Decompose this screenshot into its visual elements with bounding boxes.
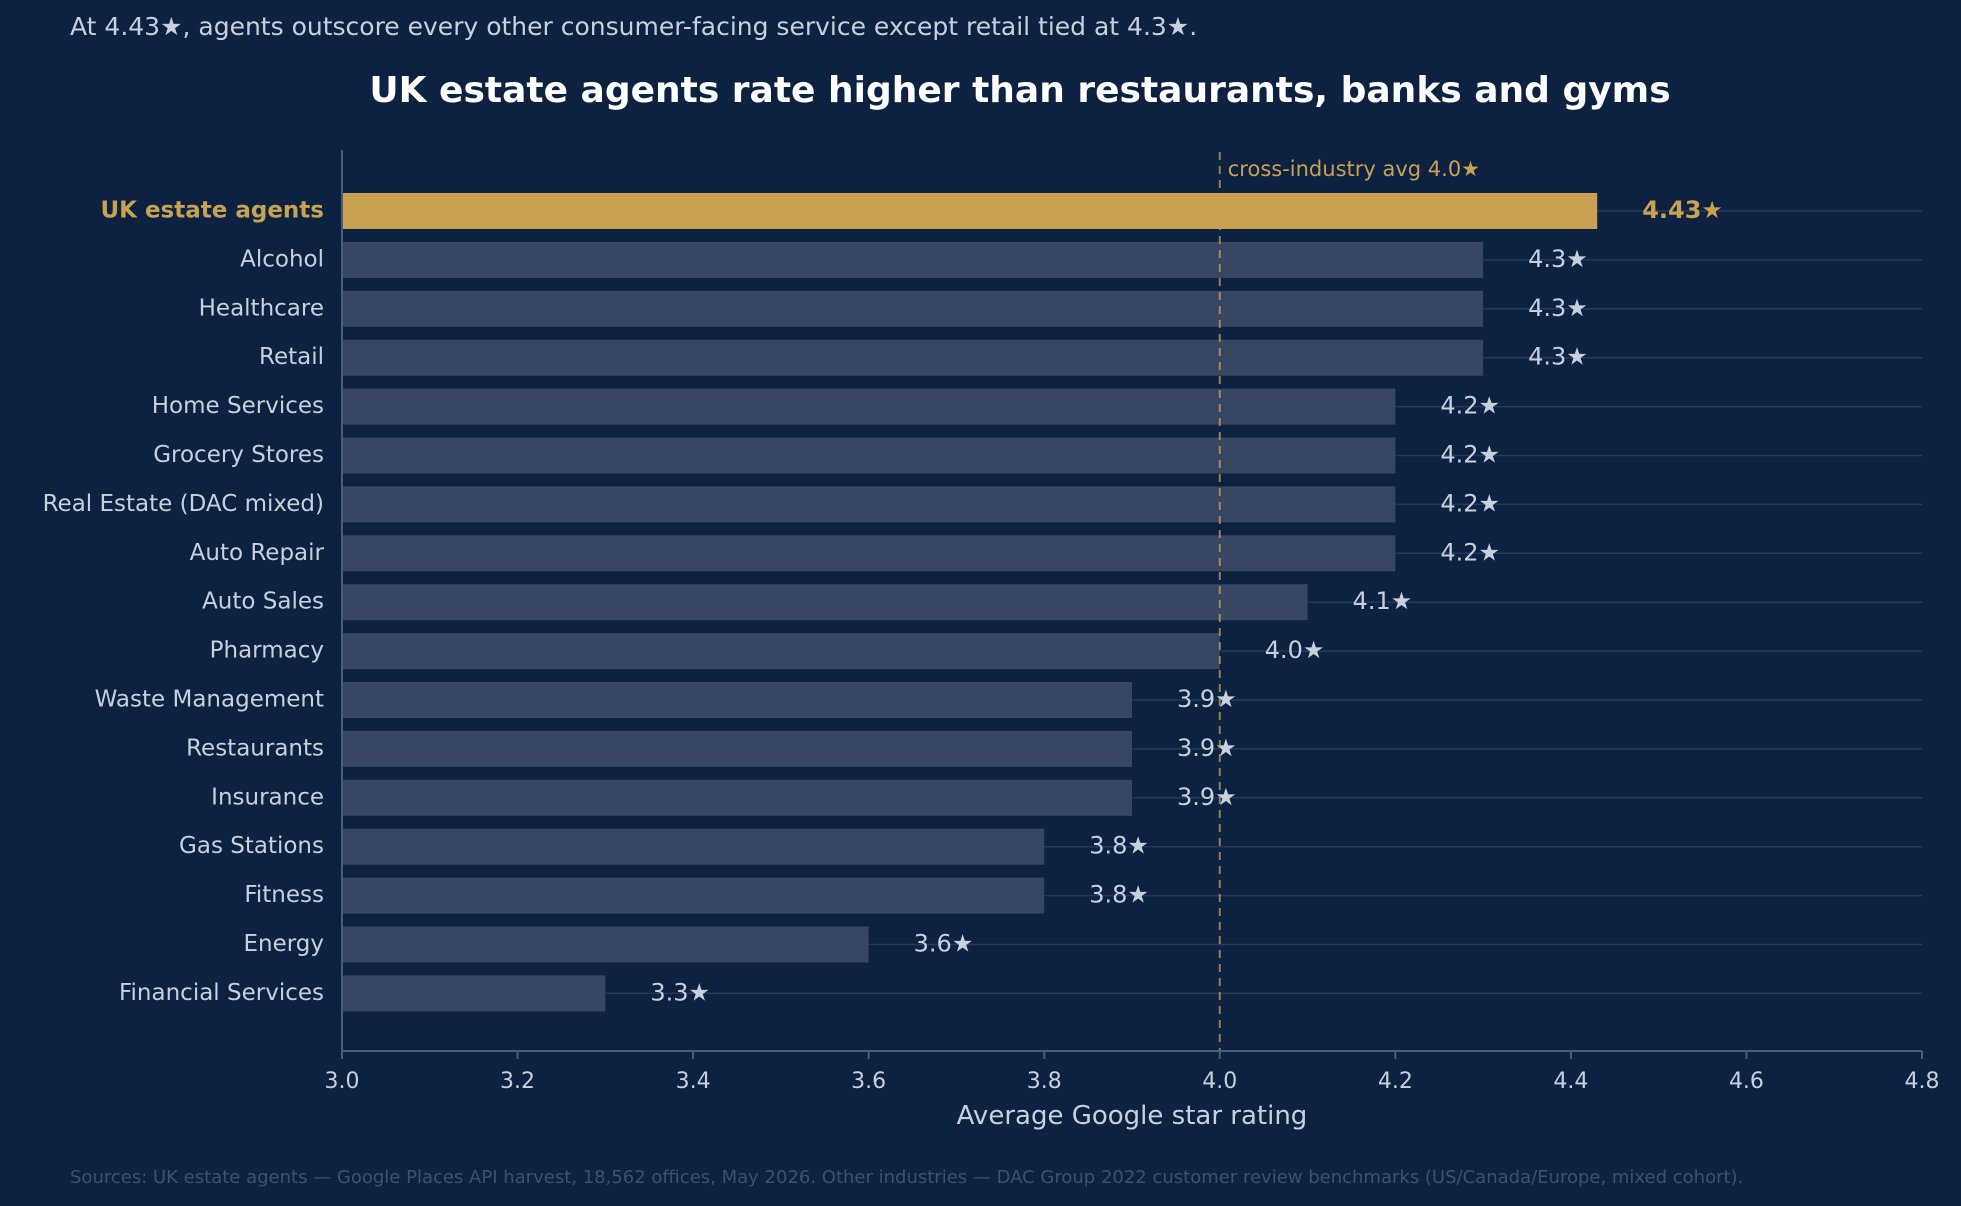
category-label: Real Estate (DAC mixed) [43, 491, 324, 517]
value-label: 4.43★ [1642, 196, 1723, 224]
value-label: 3.9★ [1177, 734, 1237, 762]
bar [342, 926, 869, 963]
category-label: Auto Repair [190, 540, 325, 566]
bar [342, 779, 1132, 816]
source-note: Sources: UK estate agents — Google Place… [70, 1167, 1744, 1188]
value-label: 4.2★ [1440, 392, 1500, 420]
bar [342, 193, 1598, 229]
category-label: Fitness [244, 882, 324, 908]
chart-title: UK estate agents rate higher than restau… [369, 70, 1671, 111]
value-label: 4.0★ [1265, 636, 1325, 664]
bar [342, 388, 1396, 425]
bar [342, 339, 1484, 376]
bar [342, 584, 1308, 621]
category-label: Home Services [152, 393, 324, 419]
category-label: Alcohol [240, 246, 324, 272]
category-label: Healthcare [199, 295, 324, 321]
x-tick-label: 4.8 [1905, 1069, 1940, 1094]
value-label: 3.8★ [1089, 832, 1149, 860]
value-label: 3.6★ [914, 930, 974, 958]
category-label: Insurance [211, 784, 324, 810]
chart-subtitle: At 4.43★, agents outscore every other co… [70, 12, 1198, 41]
value-label: 3.9★ [1177, 685, 1237, 713]
value-label: 4.2★ [1440, 441, 1500, 469]
value-label: 4.3★ [1528, 343, 1588, 371]
bar [342, 290, 1484, 327]
bar [342, 975, 606, 1012]
x-tick-label: 3.8 [1027, 1069, 1062, 1094]
category-label: Restaurants [186, 735, 324, 761]
x-tick-label: 3.6 [851, 1069, 886, 1094]
x-tick-label: 3.4 [676, 1069, 711, 1094]
x-tick-label: 4.4 [1553, 1069, 1588, 1094]
bar [342, 437, 1396, 474]
value-label: 4.3★ [1528, 245, 1588, 273]
category-label: Waste Management [95, 687, 324, 713]
value-label: 3.3★ [650, 978, 710, 1006]
value-label: 3.9★ [1177, 783, 1237, 811]
bar [342, 730, 1132, 767]
bar [342, 241, 1484, 278]
value-label: 4.2★ [1440, 489, 1500, 517]
x-axis-label: Average Google star rating [957, 1101, 1308, 1131]
bar [342, 535, 1396, 572]
category-label: Pharmacy [210, 638, 324, 664]
bar [342, 877, 1045, 914]
bar [342, 633, 1220, 670]
category-label: UK estate agents [100, 198, 324, 224]
x-tick-label: 4.0 [1202, 1069, 1237, 1094]
value-label: 4.2★ [1440, 538, 1500, 566]
bar [342, 682, 1132, 718]
value-label: 3.8★ [1089, 881, 1149, 909]
category-label: Auto Sales [202, 589, 324, 615]
category-label: Gas Stations [179, 833, 324, 859]
value-label: 4.3★ [1528, 294, 1588, 322]
x-tick-label: 3.0 [325, 1069, 360, 1094]
reference-line-label: cross-industry avg 4.0★ [1228, 157, 1480, 181]
category-label: Financial Services [119, 980, 324, 1006]
category-label: Grocery Stores [153, 442, 324, 468]
value-label: 4.1★ [1353, 587, 1413, 615]
category-label: Energy [243, 931, 324, 957]
bar [342, 828, 1045, 865]
bar [342, 486, 1396, 523]
x-tick-label: 4.6 [1729, 1069, 1764, 1094]
x-tick-label: 3.2 [500, 1069, 535, 1094]
x-tick-label: 4.2 [1378, 1069, 1413, 1094]
category-label: Retail [259, 344, 324, 370]
